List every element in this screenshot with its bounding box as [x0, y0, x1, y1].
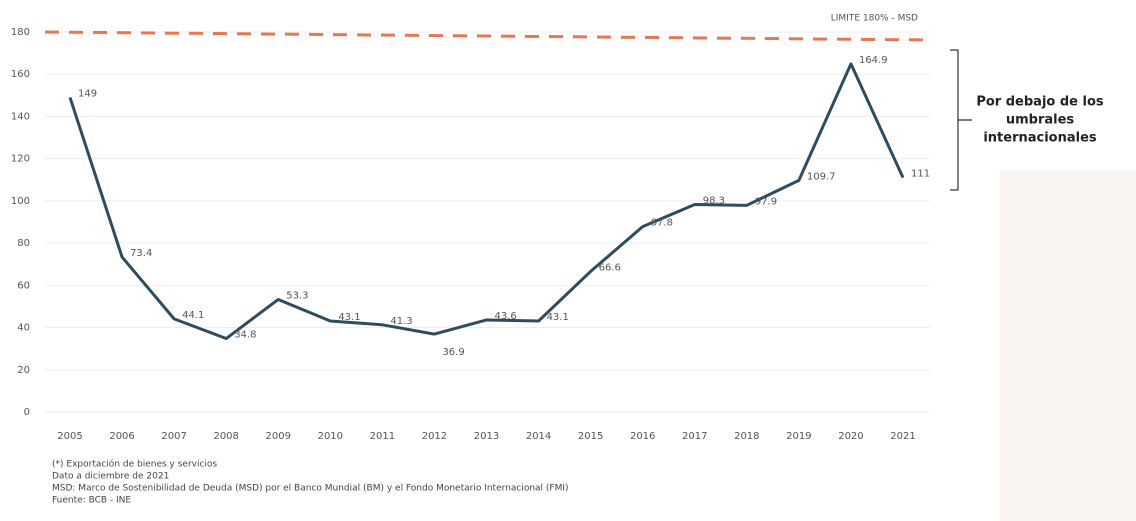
y-tick-label: 100 — [11, 196, 30, 207]
data-label: 43.6 — [495, 311, 517, 322]
data-label: 98.3 — [703, 195, 725, 206]
data-label: 109.7 — [807, 171, 836, 182]
data-label: 66.6 — [599, 262, 621, 273]
decorative-pattern — [1000, 170, 1136, 521]
x-tick-label: 2014 — [526, 431, 551, 442]
y-tick-label: 0 — [24, 407, 30, 418]
x-tick-label: 2012 — [422, 431, 447, 442]
x-tick-label: 2017 — [682, 431, 707, 442]
y-tick-label: 180 — [11, 27, 30, 38]
x-tick-label: 2005 — [57, 431, 82, 442]
data-label: 73.4 — [130, 248, 152, 259]
bracket — [950, 49, 972, 191]
x-tick-label: 2010 — [318, 431, 343, 442]
x-tick-label: 2019 — [786, 431, 811, 442]
data-label: 34.8 — [234, 330, 256, 341]
data-line — [68, 62, 905, 341]
footnote: MSD: Marco de Sostenibilidad de Deuda (M… — [52, 484, 569, 494]
y-tick-label: 60 — [17, 280, 30, 291]
threshold-line — [44, 30, 931, 42]
data-label: 43.1 — [547, 312, 569, 323]
x-tick-label: 2020 — [838, 431, 863, 442]
y-tick-label: 140 — [11, 111, 30, 122]
y-tick-label: 120 — [11, 154, 30, 165]
x-tick-label: 2016 — [630, 431, 655, 442]
data-label: 41.3 — [390, 316, 412, 327]
data-label: 44.1 — [182, 310, 204, 321]
y-tick-label: 160 — [11, 69, 30, 80]
annotation: umbrales — [1006, 113, 1075, 128]
footnote: Dato a diciembre de 2021 — [52, 472, 169, 482]
data-label: 36.9 — [442, 347, 464, 358]
footnote: (*) Exportación de bienes y servicios — [52, 459, 217, 470]
y-tick-label: 80 — [17, 238, 30, 249]
data-label: 149 — [78, 88, 97, 99]
annotation: internacionales — [983, 131, 1097, 146]
data-label: 97.9 — [755, 196, 777, 207]
data-label: 111 — [911, 169, 930, 180]
data-label: 53.3 — [286, 290, 308, 301]
threshold-label: LIMITE 180% - MSD — [831, 14, 918, 24]
x-tick-label: 2015 — [578, 431, 603, 442]
y-tick-label: 40 — [17, 323, 30, 334]
data-label: 43.1 — [338, 312, 360, 323]
x-tick-label: 2007 — [161, 431, 186, 442]
data-label: 87.8 — [651, 218, 673, 229]
x-tick-label: 2011 — [370, 431, 395, 442]
x-tick-label: 2018 — [734, 431, 759, 442]
y-tick-label: 20 — [17, 365, 30, 376]
x-tick-label: 2006 — [109, 431, 134, 442]
footnote: Fuente: BCB - INE — [52, 496, 131, 506]
data-label: 164.9 — [859, 55, 888, 66]
x-tick-label: 2021 — [890, 431, 915, 442]
x-tick-label: 2013 — [474, 431, 499, 442]
x-tick-label: 2008 — [213, 431, 238, 442]
annotation: Por debajo de los — [976, 95, 1104, 110]
x-tick-label: 2009 — [266, 431, 291, 442]
